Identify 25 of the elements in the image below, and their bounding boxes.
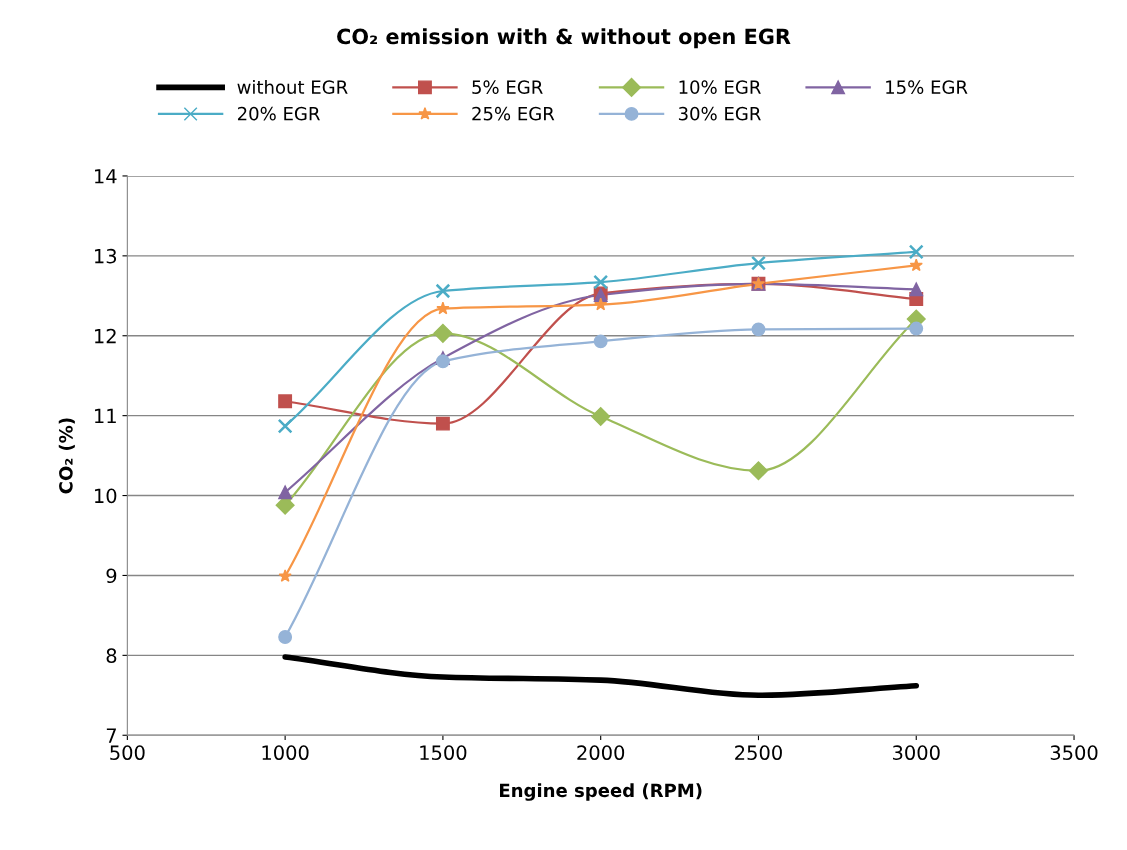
legend-label: 20% EGR [237, 106, 320, 121]
y-axis-title: CO₂ (%) [58, 418, 75, 494]
x-tick-label: 1000 [262, 745, 309, 761]
y-tick-label: 14 [95, 169, 117, 184]
chart-title: CO₂ emission with & without open EGR [337, 28, 791, 49]
legend-label: without EGR [237, 80, 348, 94]
y-tick-label: 10 [95, 488, 117, 504]
legend-label: 25% EGR [472, 106, 555, 121]
legend-label: 30% EGR [678, 106, 761, 121]
x-tick-label: 2500 [735, 745, 782, 761]
x-tick-label: 1500 [420, 745, 467, 761]
y-tick-label: 13 [95, 248, 117, 264]
legend-label: 15% EGR [886, 80, 968, 94]
x-tick-label: 3500 [1050, 745, 1098, 761]
x-tick-label: 500 [110, 745, 145, 761]
y-tick-label: 11 [95, 408, 116, 424]
y-tick-label: 9 [106, 568, 117, 584]
y-tick-label: 7 [106, 728, 116, 743]
y-tick-label: 12 [95, 328, 116, 344]
legend-label: 5% EGR [472, 80, 543, 94]
x-tick-label: 3000 [892, 745, 940, 761]
legend-label: 10% EGR [679, 80, 761, 94]
y-tick-label: 8 [106, 648, 117, 664]
x-tick-label: 2000 [577, 745, 625, 761]
x-axis-title: Engine speed (RPM) [500, 783, 702, 801]
